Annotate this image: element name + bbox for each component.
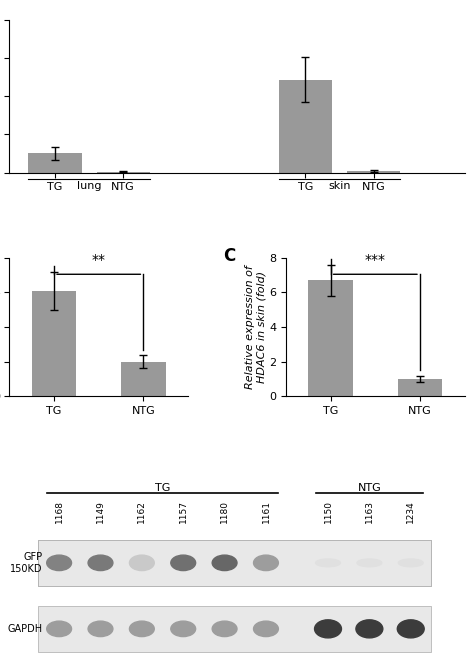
- Ellipse shape: [129, 621, 154, 637]
- Bar: [32, 291, 76, 396]
- Ellipse shape: [254, 621, 278, 637]
- Ellipse shape: [212, 555, 237, 570]
- Text: **: **: [91, 253, 106, 267]
- Text: 1150: 1150: [324, 500, 332, 523]
- Text: skin: skin: [328, 181, 351, 191]
- Text: 1180: 1180: [220, 500, 229, 523]
- Text: C: C: [224, 246, 236, 265]
- Y-axis label: Relative expression of
HDAC6 in skin (fold): Relative expression of HDAC6 in skin (fo…: [245, 265, 266, 389]
- Ellipse shape: [398, 559, 423, 566]
- Ellipse shape: [254, 555, 278, 570]
- FancyBboxPatch shape: [38, 540, 431, 586]
- Text: 1157: 1157: [179, 500, 188, 523]
- Ellipse shape: [315, 620, 341, 638]
- Ellipse shape: [397, 620, 424, 638]
- Ellipse shape: [212, 621, 237, 637]
- Bar: [347, 171, 400, 172]
- Bar: [121, 361, 165, 396]
- Bar: [398, 379, 442, 396]
- Bar: [28, 154, 82, 172]
- Ellipse shape: [47, 555, 72, 570]
- Ellipse shape: [171, 621, 196, 637]
- Text: 1149: 1149: [96, 500, 105, 523]
- Text: TG: TG: [155, 484, 170, 494]
- Ellipse shape: [47, 621, 72, 637]
- Bar: [309, 280, 353, 396]
- Ellipse shape: [316, 559, 340, 566]
- Bar: [279, 79, 332, 172]
- Text: 1163: 1163: [365, 500, 374, 523]
- Text: 1168: 1168: [55, 500, 64, 523]
- Ellipse shape: [88, 555, 113, 570]
- Text: ***: ***: [365, 253, 386, 267]
- Text: 1161: 1161: [262, 500, 271, 523]
- Ellipse shape: [357, 559, 382, 566]
- Text: GAPDH: GAPDH: [8, 624, 43, 634]
- Ellipse shape: [171, 555, 196, 570]
- FancyBboxPatch shape: [38, 606, 431, 652]
- Ellipse shape: [129, 555, 154, 570]
- Text: lung: lung: [77, 181, 101, 191]
- FancyBboxPatch shape: [38, 540, 431, 586]
- Ellipse shape: [356, 620, 383, 638]
- Text: 1162: 1162: [137, 500, 146, 523]
- Text: GFP
150KD: GFP 150KD: [10, 552, 43, 574]
- Ellipse shape: [88, 621, 113, 637]
- Text: NTG: NTG: [357, 484, 381, 494]
- Text: 1234: 1234: [406, 500, 415, 522]
